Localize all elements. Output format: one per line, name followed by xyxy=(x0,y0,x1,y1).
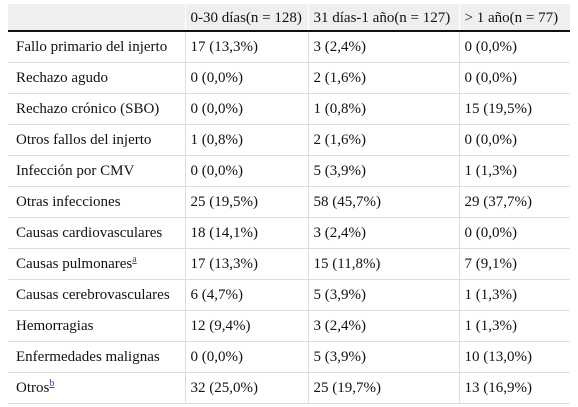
value-cell: 0 (0,0%) xyxy=(459,217,570,249)
row-label-cell: Fallo primario del injerto xyxy=(8,31,186,63)
row-label-cell: Otros fallos del injerto xyxy=(8,124,186,156)
table-body: Fallo primario del injerto 17 (13,3%) 3 (2… xyxy=(8,31,570,404)
row-label: Fallo primario del injerto xyxy=(16,39,168,55)
causes-of-death-table: 0-30 días(n = 128) 31 días-1 año(n = 127… xyxy=(8,4,570,404)
table-row: Otros fallos del injerto 1 (0,8%) 2 (1,6%)… xyxy=(8,124,570,156)
table-row: Rechazo agudo 0 (0,0%) 2 (1,6%) 0 (0,0%) xyxy=(8,62,570,94)
value-cell: 7 (9,1%) xyxy=(459,248,570,280)
table-row: Causas pulmonaresa 17 (13,3%) 15 (11,8%) 7 … xyxy=(8,248,570,280)
value-cell: 2 (1,6%) xyxy=(308,124,460,156)
data-table-container: 0-30 días(n = 128) 31 días-1 año(n = 127… xyxy=(8,4,570,404)
footnote-link[interactable]: a xyxy=(132,254,137,265)
value-cell: 18 (14,1%) xyxy=(185,217,309,249)
value-cell: 0 (0,0%) xyxy=(185,341,309,373)
value-cell: 17 (13,3%) xyxy=(185,31,309,63)
value-cell: 17 (13,3%) xyxy=(185,248,309,280)
value-cell: 15 (11,8%) xyxy=(308,248,460,280)
row-label: Causas pulmonares xyxy=(16,256,133,272)
value-cell: 3 (2,4%) xyxy=(308,217,460,249)
row-label: Causas cerebrovasculares xyxy=(16,287,170,303)
row-label-cell: Causas pulmonaresa xyxy=(8,248,186,280)
row-label: Rechazo crónico (SBO) xyxy=(16,101,160,117)
row-label-cell: Infección por CMV xyxy=(8,155,186,187)
value-cell: 1 (0,8%) xyxy=(185,124,309,156)
table-row: Otras infecciones 25 (19,5%) 58 (45,7%) 29 … xyxy=(8,186,570,218)
row-label: Infección por CMV xyxy=(16,163,135,179)
table-row: Causas cardiovasculares 18 (14,1%) 3 (2,4%… xyxy=(8,217,570,249)
table-row: Enfermedades malignas 0 (0,0%) 5 (3,9%) 10 … xyxy=(8,341,570,373)
value-cell: 0 (0,0%) xyxy=(185,155,309,187)
row-label-cell: Hemorragias xyxy=(8,310,186,342)
value-cell: 0 (0,0%) xyxy=(185,62,309,94)
row-label-cell: Causas cerebrovasculares xyxy=(8,279,186,311)
value-cell: 32 (25,0%) xyxy=(185,372,309,404)
row-label: Otros fallos del injerto xyxy=(16,132,152,148)
value-cell: 10 (13,0%) xyxy=(459,341,570,373)
row-label-cell: Otrosb xyxy=(8,372,186,404)
value-cell: 0 (0,0%) xyxy=(459,62,570,94)
value-cell: 13 (16,9%) xyxy=(459,372,570,404)
row-label-cell: Rechazo agudo xyxy=(8,62,186,94)
value-cell: 5 (3,9%) xyxy=(308,341,460,373)
value-cell: 0 (0,0%) xyxy=(459,124,570,156)
value-cell: 29 (37,7%) xyxy=(459,186,570,218)
table-row: Hemorragias 12 (9,4%) 3 (2,4%) 1 (1,3%) xyxy=(8,310,570,342)
value-cell: 5 (3,9%) xyxy=(308,155,460,187)
header-cell-0-30-days: 0-30 días(n = 128) xyxy=(185,4,309,32)
value-cell: 25 (19,5%) xyxy=(185,186,309,218)
row-label-cell: Otras infecciones xyxy=(8,186,186,218)
table-row: Causas cerebrovasculares 6 (4,7%) 5 (3,9%)… xyxy=(8,279,570,311)
value-cell: 5 (3,9%) xyxy=(308,279,460,311)
value-cell: 0 (0,0%) xyxy=(185,93,309,125)
value-cell: 15 (19,5%) xyxy=(459,93,570,125)
value-cell: 1 (0,8%) xyxy=(308,93,460,125)
value-cell: 12 (9,4%) xyxy=(185,310,309,342)
row-label-cell: Causas cardiovasculares xyxy=(8,217,186,249)
row-label: Rechazo agudo xyxy=(16,70,109,86)
footnote-link[interactable]: b xyxy=(49,378,55,389)
row-label: Causas cardiovasculares xyxy=(16,225,163,241)
value-cell: 25 (19,7%) xyxy=(308,372,460,404)
row-label-cell: Enfermedades malignas xyxy=(8,341,186,373)
header-cell-31-days-1-year: 31 días-1 año(n = 127) xyxy=(308,4,460,32)
value-cell: 3 (2,4%) xyxy=(308,310,460,342)
row-label: Otros xyxy=(16,380,50,396)
table-row: Otrosb 32 (25,0%) 25 (19,7%) 13 (16,9%) xyxy=(8,372,570,404)
value-cell: 1 (1,3%) xyxy=(459,279,570,311)
table-row: Rechazo crónico (SBO) 0 (0,0%) 1 (0,8%) 15 … xyxy=(8,93,570,125)
table-row: Fallo primario del injerto 17 (13,3%) 3 (2… xyxy=(8,31,570,63)
value-cell: 1 (1,3%) xyxy=(459,155,570,187)
table-row: Infección por CMV 0 (0,0%) 5 (3,9%) 1 (1,3%… xyxy=(8,155,570,187)
value-cell: 0 (0,0%) xyxy=(459,31,570,63)
row-label: Hemorragias xyxy=(16,318,94,334)
value-cell: 58 (45,7%) xyxy=(308,186,460,218)
header-cell-over-1-year: > 1 año(n = 77) xyxy=(459,4,570,32)
table-header-row: 0-30 días(n = 128) 31 días-1 año(n = 127… xyxy=(8,4,570,32)
row-label: Otras infecciones xyxy=(16,194,121,210)
value-cell: 2 (1,6%) xyxy=(308,62,460,94)
header-cell-empty xyxy=(8,4,186,32)
value-cell: 1 (1,3%) xyxy=(459,310,570,342)
value-cell: 6 (4,7%) xyxy=(185,279,309,311)
value-cell: 3 (2,4%) xyxy=(308,31,460,63)
row-label-cell: Rechazo crónico (SBO) xyxy=(8,93,186,125)
row-label: Enfermedades malignas xyxy=(16,349,160,365)
